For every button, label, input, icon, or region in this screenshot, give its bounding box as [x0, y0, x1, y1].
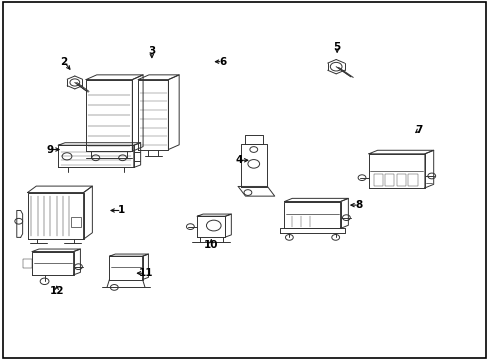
Text: 8: 8	[355, 200, 362, 210]
Bar	[23, 258, 32, 268]
Text: 5: 5	[333, 42, 340, 52]
Text: 6: 6	[219, 57, 226, 67]
Bar	[71, 217, 81, 226]
Text: 4: 4	[235, 155, 243, 165]
Text: 10: 10	[203, 239, 218, 249]
Text: 3: 3	[148, 46, 155, 56]
Text: 1: 1	[118, 206, 125, 216]
Bar	[373, 174, 382, 186]
Bar	[396, 174, 405, 186]
Text: 11: 11	[139, 268, 153, 278]
Text: 7: 7	[414, 125, 422, 135]
Text: 12: 12	[49, 286, 64, 296]
Text: 9: 9	[47, 144, 54, 154]
Text: 2: 2	[61, 57, 67, 67]
Bar	[407, 174, 417, 186]
Bar	[385, 174, 394, 186]
